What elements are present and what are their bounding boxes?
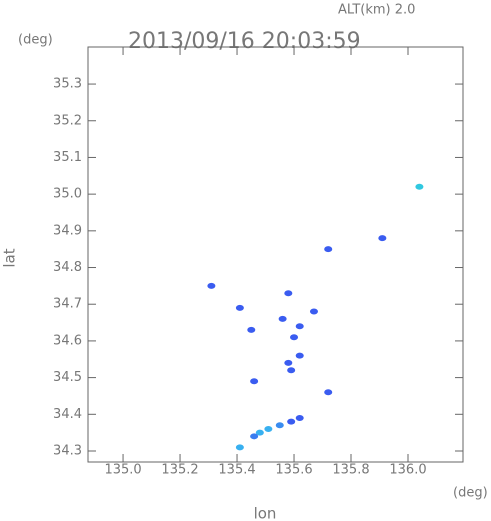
altitude-label: ALT(km) 2.0 — [338, 3, 415, 18]
echo-point — [250, 433, 259, 440]
chart-title: 2013/09/16 20:03:59 — [128, 29, 361, 54]
echo-point — [278, 315, 287, 322]
y-tick-label: 34.4 — [53, 407, 82, 422]
y-tick-label: 35.3 — [53, 77, 82, 92]
echo-point — [264, 425, 273, 432]
echo-point — [415, 183, 424, 190]
x-tick-label: 135.8 — [332, 463, 369, 478]
y-axis-label: lat — [1, 248, 19, 267]
echo-point — [295, 323, 304, 330]
echo-point — [287, 418, 296, 425]
y-tick-label: 34.5 — [53, 370, 82, 385]
x-tick-label: 135.2 — [161, 463, 198, 478]
y-tick-label: 34.7 — [53, 297, 82, 312]
x-unit: (deg) — [453, 486, 488, 501]
y-tick-label: 34.6 — [53, 333, 82, 348]
echo-point — [255, 429, 264, 436]
y-unit: (deg) — [18, 33, 53, 48]
echo-point — [290, 334, 299, 341]
x-tick-label: 135.4 — [218, 463, 255, 478]
echo-point — [235, 444, 244, 451]
y-tick-label: 34.3 — [53, 443, 82, 458]
echo-point — [295, 414, 304, 421]
x-tick-label: 135.6 — [275, 463, 312, 478]
echo-point — [275, 422, 284, 429]
echo-point — [284, 290, 293, 297]
y-tick-label: 34.9 — [53, 223, 82, 238]
x-tick-label: 135.0 — [104, 463, 141, 478]
y-tick-label: 35.0 — [53, 187, 82, 202]
echo-point — [295, 352, 304, 359]
echo-point — [284, 359, 293, 366]
echo-point — [207, 282, 216, 289]
x-tick-label: 136.0 — [389, 463, 426, 478]
echo-point — [324, 246, 333, 253]
echo-point — [378, 235, 387, 242]
echo-point — [247, 326, 256, 333]
echo-point — [287, 367, 296, 374]
y-tick-label: 34.8 — [53, 260, 82, 275]
echo-point — [235, 304, 244, 311]
echo-point — [324, 389, 333, 396]
echo-point — [250, 378, 259, 385]
echo-point — [309, 308, 318, 315]
y-tick-label: 35.1 — [53, 150, 82, 165]
plot-frame — [87, 46, 464, 463]
y-tick-label: 35.2 — [53, 113, 82, 128]
x-axis-label: lon — [254, 505, 277, 521]
